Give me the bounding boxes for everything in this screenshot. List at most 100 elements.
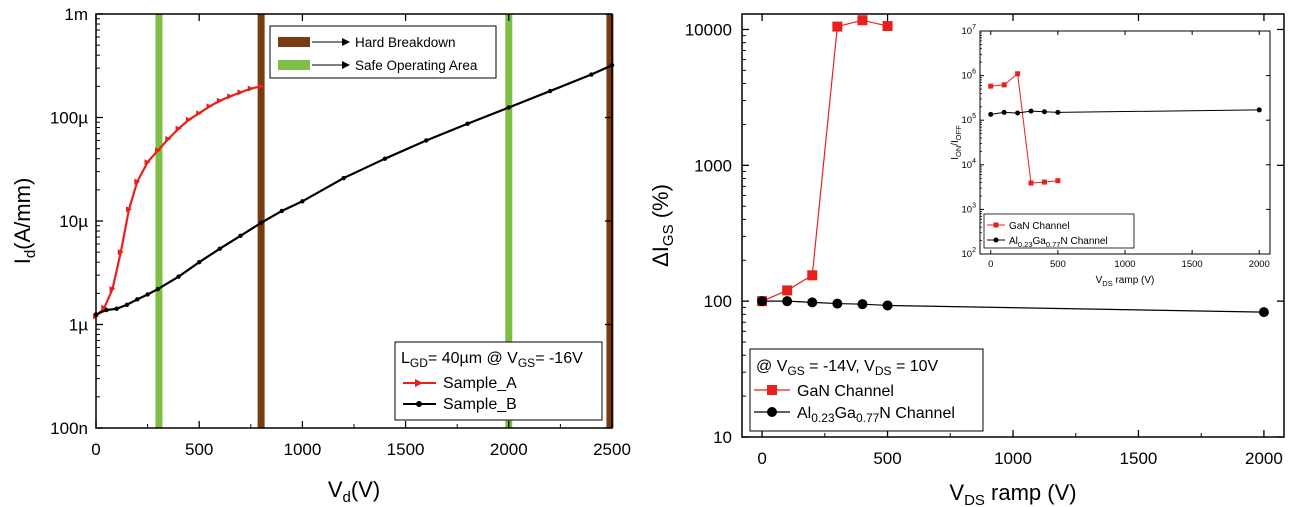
x-axis-label-suffix: ramp (V) [1113,275,1155,286]
data-point [197,259,202,265]
legend-series-label: GaN Channel [1009,221,1070,232]
name-part: Ga [1033,236,1047,247]
name-part: N Channel [879,405,955,422]
data-point [424,138,429,143]
legend-header-part: = 10V [892,358,939,375]
legend-series-label: GaN Channel [797,383,894,400]
tick-base: 10 [962,204,973,215]
x-axis-label-main: V [949,480,964,505]
legend-series-marker [767,407,777,417]
legend-series-marker [415,379,423,387]
data-point [145,292,150,297]
x-axis-label-sub: DS [1102,279,1112,288]
data-point [1055,178,1061,184]
data-point [237,89,244,96]
y-axis-label: Id(A/mm) [10,178,39,265]
legend-series-label: Al0.23Ga0.77N Channel [1009,236,1108,249]
data-point [135,297,140,302]
data-point [1028,180,1034,186]
x-tick-label: 1000 [283,440,321,459]
data-point [832,21,843,32]
data-point [238,233,243,238]
x-axis-label-main: V [328,477,343,502]
y-axis-label-main: I [950,157,961,160]
x-tick-label: 0 [757,449,766,468]
series-line [95,85,262,318]
series-sample_a [93,83,265,320]
y-tick-label: 105 [962,113,977,126]
legend-swatch [278,37,310,47]
data-point [589,72,594,77]
legend-swatch [278,60,310,70]
data-point [1041,179,1047,185]
legend-main-header: @ VGS = -14V, VDS = 10V [756,358,939,378]
data-point [175,125,182,132]
legend-bottom-box [394,341,603,421]
y-axis-label-mid: /I [950,140,961,146]
tick-exp: 7 [972,24,976,31]
tick-base: 10 [962,71,973,82]
x-tick-label: 2500 [593,440,631,459]
legend-top-label: Safe Operating Area [355,58,478,73]
data-point [216,97,223,104]
vline-safe-2 [505,14,513,428]
tick-base: 10 [962,160,973,171]
y-tick-label: 10 [713,428,732,447]
data-point [988,111,994,117]
legend-bottom-header: LGD= 40µm @ VGS= -16V [401,350,583,370]
x-tick-label: 2000 [1249,259,1270,270]
y-tick-label: 100µ [50,109,88,128]
x-axis-label-main: V [1096,275,1103,286]
x-axis-label-sub: DS [964,492,985,507]
x-tick-label: 0 [988,259,993,270]
y-axis-label-sub: ON [954,146,963,157]
legend-series-marker [993,222,999,228]
legend-header-sub: DS [875,364,892,378]
legend-series-label: Sample_A [443,375,517,392]
y-axis-label: ΔIGS (%) [648,184,677,267]
data-point [117,249,124,256]
legend-arrow-head [342,38,350,46]
data-point [832,298,843,309]
data-point [155,286,161,292]
data-point [1256,107,1262,113]
series-line [761,19,888,302]
tick-exp: 2 [972,247,976,254]
legend-header-sub: GD [410,356,428,370]
x-tick-label: 2000 [490,440,528,459]
data-point [258,220,264,226]
data-point [1041,109,1047,115]
x-tick-label: 1500 [1182,259,1203,270]
x-tick-label: 2000 [1245,449,1283,468]
tick-base: 10 [962,115,973,126]
legend-series-marker [416,401,422,407]
y-tick-label: 1µ [69,316,88,335]
y-axis-label-sub: d [22,250,39,258]
chart-left-id-vd: 0 500 1000 1500 2000 2500100n1µ10µ100µ1mVd(V)… [10,5,631,506]
data-point [185,116,192,123]
data-point [144,159,151,166]
data-point [247,85,254,92]
y-axis-label-sub: OFF [954,125,963,140]
data-point [807,270,818,281]
data-point [465,121,470,126]
tick-exp: 3 [972,202,976,209]
inset-x-axis-label: VDS ramp (V) [1096,275,1155,288]
x-axis-label: VDS ramp (V) [949,480,1076,507]
x-tick-label: 500 [185,440,213,459]
legend-series-marker [767,385,777,395]
data-point [114,306,119,311]
legend-header-part: L [401,350,410,367]
x-tick-label: 500 [1050,259,1066,270]
x-axis-label-suffix: (V) [351,477,380,502]
inset-legend: GaN Channel Al0.23Ga0.77N Channel [983,213,1135,249]
x-tick-label: 1000 [1114,259,1135,270]
tick-exp: 4 [972,158,976,165]
data-point [126,206,133,213]
legend-header-part: @ V [756,358,788,375]
legend-top-label: Hard Breakdown [355,35,456,50]
series-gan-channel [757,15,893,307]
tick-base: 10 [962,26,973,37]
data-point [165,135,172,142]
